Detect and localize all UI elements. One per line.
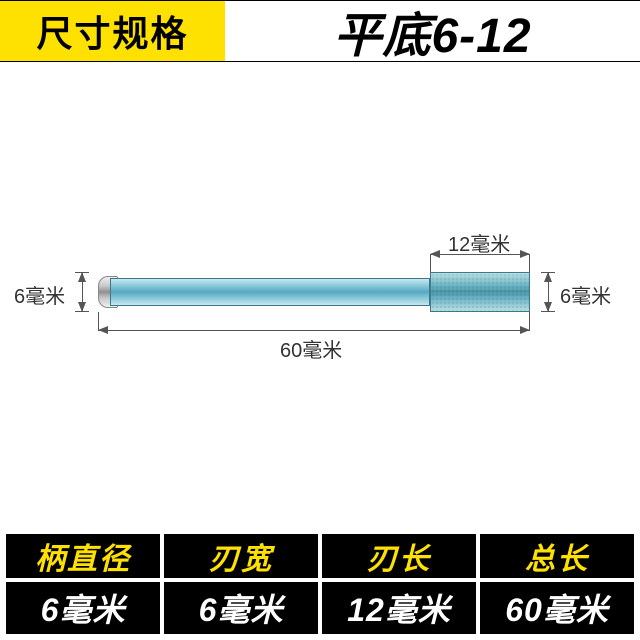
cell-shank: 6毫米 (6, 582, 160, 634)
col-header-shank: 柄直径 (6, 534, 160, 578)
header-label: 尺寸规格 (0, 1, 225, 61)
spec-table: 柄直径 刃宽 刃长 总长 6毫米 6毫米 12毫米 60毫米 (6, 534, 634, 634)
header-bar: 尺寸规格 平底6-12 (0, 0, 640, 62)
col-header-blade-width: 刃宽 (164, 534, 318, 578)
dimension-diagram: 12毫米 60毫米 6毫米 6毫米 (0, 230, 640, 370)
arrow-icon (544, 272, 552, 282)
dim-total-length-label: 60毫米 (280, 334, 342, 363)
cell-blade-width: 6毫米 (164, 582, 318, 634)
dim-total-length-line (98, 330, 530, 331)
arrow-icon (98, 326, 108, 334)
arrow-icon (520, 326, 530, 334)
tool-shaft (110, 278, 430, 306)
tool-tip (430, 272, 530, 312)
col-header-total-length: 总长 (480, 534, 634, 578)
arrow-icon (430, 250, 440, 258)
dim-shank-dia-label: 6毫米 (14, 280, 65, 309)
dim-tip-length-label: 12毫米 (448, 228, 510, 257)
dim-tip-dia-label: 6毫米 (560, 280, 611, 309)
arrow-icon (78, 272, 86, 282)
col-header-blade-length: 刃长 (322, 534, 476, 578)
header-title: 平底6-12 (225, 1, 640, 61)
arrow-icon (78, 302, 86, 312)
cell-blade-length: 12毫米 (322, 582, 476, 634)
arrow-icon (520, 250, 530, 258)
cell-total-length: 60毫米 (480, 582, 634, 634)
arrow-icon (544, 302, 552, 312)
